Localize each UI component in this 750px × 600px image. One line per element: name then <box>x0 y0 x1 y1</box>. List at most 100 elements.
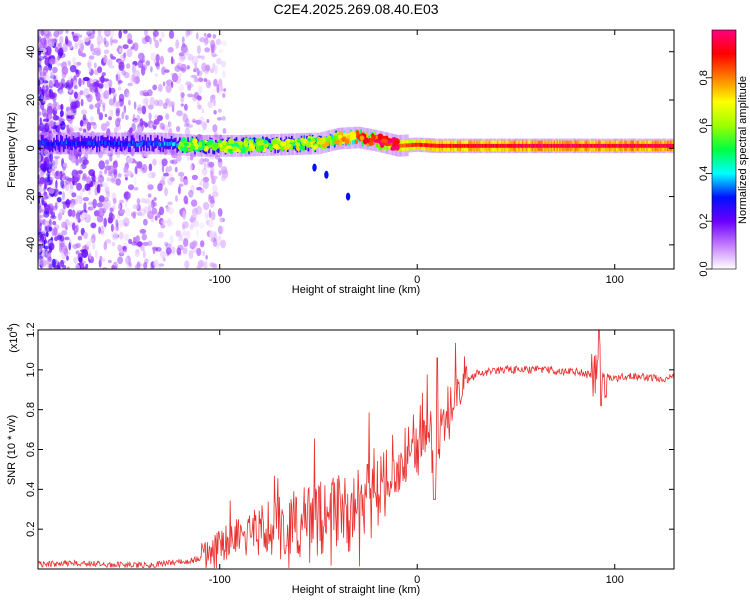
noise-blob <box>94 69 99 76</box>
ridge-core-segment <box>421 143 423 147</box>
noise-blob <box>214 263 218 268</box>
ridge-core-segment <box>87 140 90 145</box>
ridge-core-segment <box>477 143 480 148</box>
noise-blob <box>104 169 108 175</box>
noise-blob <box>49 176 55 181</box>
noise-blob <box>66 266 70 269</box>
ridge-core-segment <box>100 140 102 145</box>
ridge-core-segment <box>439 143 441 148</box>
noise-blob <box>123 52 127 58</box>
noise-blob <box>168 121 173 128</box>
noise-blob <box>104 40 109 48</box>
ridge-body-segment <box>137 141 140 153</box>
noise-blob <box>49 92 55 100</box>
noise-blob <box>148 163 153 172</box>
noise-blob <box>212 231 217 238</box>
y-tick-label: 40 <box>25 46 37 58</box>
noise-blob <box>183 195 189 205</box>
noise-blob <box>175 39 180 49</box>
noise-blob <box>144 30 148 37</box>
noise-blob <box>206 119 210 123</box>
noise-blob <box>205 254 208 260</box>
ridge-body-segment <box>51 141 54 153</box>
ridge-core-segment <box>409 143 412 148</box>
noise-blob <box>101 257 106 262</box>
noise-blob <box>150 265 155 269</box>
ridge-blob <box>256 140 264 147</box>
noise-blob <box>40 171 46 175</box>
ridge-core-segment <box>156 140 159 145</box>
ridge-core-segment <box>635 143 638 148</box>
ridge-blob <box>395 144 400 151</box>
ridge-core-segment <box>107 140 109 145</box>
ridge-core-segment <box>528 143 531 148</box>
noise-blob <box>44 220 49 227</box>
noise-blob <box>125 197 129 202</box>
ridge-core-segment <box>119 142 122 147</box>
ridge-core-segment <box>586 143 589 148</box>
ridge-core-segment <box>602 143 604 148</box>
noise-blob <box>191 174 198 181</box>
ridge-core-segment <box>144 140 147 144</box>
noise-blob <box>202 158 210 163</box>
noise-blob <box>198 158 204 165</box>
noise-blob <box>157 231 164 239</box>
noise-blob <box>52 115 60 121</box>
noise-blob <box>162 102 168 110</box>
noise-blob <box>137 60 144 69</box>
ridge-core-segment <box>134 142 137 147</box>
noise-blob <box>53 155 61 159</box>
noise-blob <box>118 219 125 228</box>
ridge-blob <box>225 145 233 150</box>
ridge-core-segment <box>494 143 497 148</box>
noise-blob <box>118 61 125 71</box>
noise-blob <box>118 80 123 84</box>
noise-blob <box>38 111 42 117</box>
noise-blob <box>131 241 138 246</box>
ridge-core-segment <box>51 143 54 147</box>
noise-blob <box>171 159 178 165</box>
noise-blob <box>192 220 199 228</box>
spectrogram-y-ticks: -40 -20 0 20 40 <box>25 46 674 253</box>
noise-blob <box>65 84 72 90</box>
noise-blob <box>203 161 207 170</box>
noise-blob <box>184 260 190 269</box>
ridge-blob <box>226 142 230 146</box>
noise-blob <box>89 121 97 126</box>
noise-blob <box>136 114 140 122</box>
ridge-core-segment <box>255 142 257 147</box>
ridge-core-segment <box>469 143 472 148</box>
ridge-core-segment <box>162 143 165 147</box>
ridge-core-segment <box>577 143 579 148</box>
noise-blob <box>38 205 41 209</box>
ridge-core-segment <box>121 142 123 147</box>
y-tick-label: 1.0 <box>25 362 37 377</box>
ridge-core-segment <box>649 143 651 148</box>
noise-blob <box>89 103 94 110</box>
noise-blob <box>175 195 178 202</box>
noise-blob <box>38 101 42 107</box>
ridge-core-segment <box>461 143 463 148</box>
ridge-core-segment <box>535 143 538 148</box>
noise-blob <box>48 245 53 253</box>
noise-blob <box>56 82 60 88</box>
ridge-core-segment <box>83 140 86 145</box>
noise-blob <box>45 231 49 237</box>
noise-blob <box>62 201 66 210</box>
noise-blob <box>220 239 227 249</box>
noise-blob <box>174 65 181 72</box>
noise-blob <box>189 163 193 172</box>
noise-blob <box>198 85 203 95</box>
noise-blob <box>143 97 149 105</box>
noise-blob <box>87 30 92 33</box>
noise-blob <box>110 56 117 60</box>
noise-blob <box>69 183 74 190</box>
noise-blob <box>124 222 128 227</box>
ridge-core-segment <box>174 141 177 146</box>
ridge-blob <box>384 143 392 147</box>
ridge-blob <box>290 139 295 143</box>
ridge-core-segment <box>596 143 599 148</box>
ridge-core-segment <box>465 143 467 148</box>
noise-blob <box>119 231 124 240</box>
noise-blob <box>98 83 104 89</box>
